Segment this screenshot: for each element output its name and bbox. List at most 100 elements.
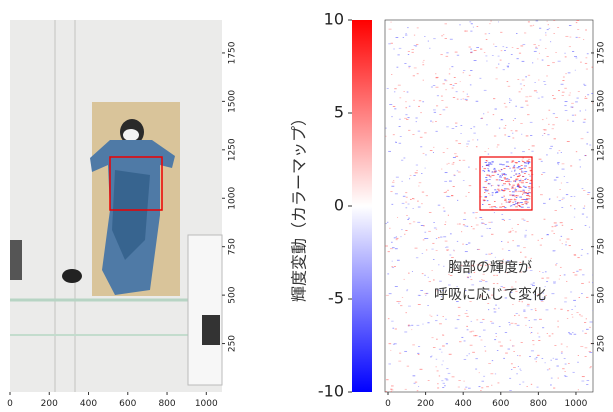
noise-dot (584, 85, 586, 86)
noise-dot (485, 351, 486, 352)
noise-dot (550, 385, 552, 386)
noise-dot (526, 195, 529, 196)
noise-dot (535, 47, 536, 48)
noise-dot (523, 220, 525, 221)
noise-dot (446, 250, 449, 251)
noise-dot (591, 93, 594, 94)
noise-dot (517, 176, 520, 177)
noise-dot (587, 192, 590, 193)
noise-dot (507, 242, 509, 243)
noise-dot (399, 353, 401, 354)
noise-dot (444, 181, 447, 182)
noise-dot (438, 237, 440, 238)
noise-dot (519, 182, 521, 183)
noise-dot (486, 161, 488, 162)
noise-dot (430, 356, 432, 357)
noise-dot (455, 83, 458, 84)
noise-dot (582, 214, 584, 215)
noise-dot (518, 183, 519, 184)
noise-dot (554, 345, 556, 346)
noise-dot (513, 166, 515, 167)
noise-dot (527, 207, 530, 208)
noise-dot (420, 369, 423, 370)
noise-dot (581, 293, 583, 294)
noise-dot (559, 240, 560, 241)
annotation: 胸部の輝度が (448, 260, 532, 276)
noise-dot (501, 214, 503, 215)
noise-dot (417, 27, 419, 28)
y-tick-label: 1000 (228, 187, 238, 210)
noise-dot (483, 113, 484, 114)
noise-dot (431, 316, 433, 317)
noise-dot (417, 170, 418, 171)
noise-dot (547, 134, 549, 135)
noise-dot (516, 33, 517, 34)
noise-dot (529, 327, 530, 328)
noise-dot (486, 190, 488, 191)
noise-dot (404, 351, 407, 352)
noise-dot (524, 166, 527, 167)
noise-dot (449, 69, 450, 70)
noise-dot (484, 346, 485, 347)
x-tick-label: 800 (158, 399, 175, 409)
noise-dot (538, 240, 539, 241)
noise-dot (513, 351, 514, 352)
noise-dot (546, 234, 549, 235)
noise-dot (585, 225, 587, 226)
noise-dot (586, 69, 588, 70)
noise-dot (477, 249, 479, 250)
noise-dot (528, 22, 530, 23)
noise-dot (492, 162, 494, 163)
noise-dot (387, 88, 389, 89)
noise-dot (397, 54, 399, 55)
noise-dot (570, 196, 572, 197)
noise-dot (505, 332, 507, 333)
noise-dot (517, 355, 518, 356)
noise-dot (390, 350, 391, 351)
noise-dot (571, 229, 573, 230)
noise-dot (521, 219, 524, 220)
noise-dot (500, 175, 501, 176)
noise-dot (506, 166, 507, 167)
noise-dot (475, 218, 477, 219)
noise-dot (552, 226, 554, 227)
noise-dot (541, 278, 543, 279)
noise-dot (576, 271, 578, 272)
noise-dot (516, 373, 518, 374)
noise-dot (436, 105, 438, 106)
noise-dot (431, 337, 433, 338)
noise-dot (415, 118, 417, 119)
noise-dot (509, 219, 511, 220)
noise-dot (524, 179, 526, 180)
noise-dot (561, 207, 563, 208)
noise-dot (511, 153, 513, 154)
noise-dot (449, 73, 450, 74)
noise-dot (433, 280, 435, 281)
noise-dot (443, 236, 446, 237)
noise-dot (443, 266, 444, 267)
noise-dot (419, 295, 421, 296)
noise-dot (453, 186, 455, 187)
noise-dot (405, 230, 407, 231)
noise-dot (565, 242, 566, 243)
noise-dot (523, 311, 525, 312)
noise-dot (562, 163, 565, 164)
noise-dot (407, 117, 409, 118)
noise-dot (485, 254, 487, 255)
noise-dot (531, 327, 532, 328)
x-tick-label: 200 (417, 399, 434, 409)
noise-dot (503, 168, 505, 169)
noise-dot (454, 250, 455, 251)
noise-dot (516, 174, 518, 175)
noise-dot (522, 382, 524, 383)
noise-dot (426, 195, 428, 196)
noise-dot (406, 215, 407, 216)
noise-dot (479, 386, 481, 387)
noise-dot (518, 191, 520, 192)
noise-dot (412, 344, 415, 345)
noise-dot (543, 203, 546, 204)
noise-dot (526, 198, 528, 199)
noise-dot (451, 257, 454, 258)
noise-dot (541, 97, 543, 98)
noise-dot (586, 57, 588, 58)
